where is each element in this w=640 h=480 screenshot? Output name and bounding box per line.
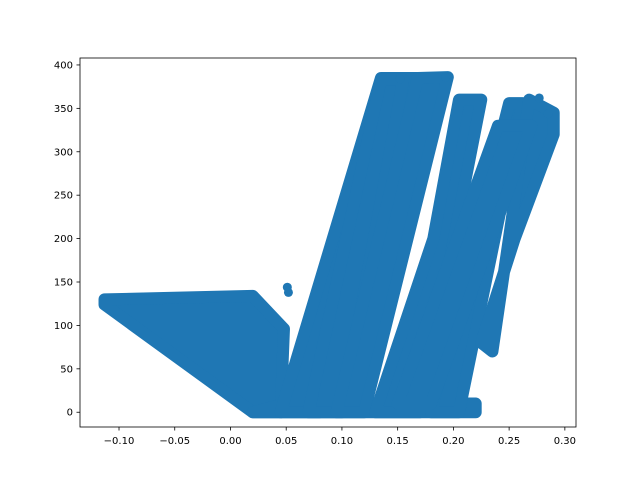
plot-area — [98, 71, 560, 419]
x-tick-label: −0.05 — [159, 436, 190, 447]
x-tick-label: 0.15 — [387, 436, 409, 447]
x-tick-label: 0.20 — [442, 436, 464, 447]
axes-frame — [79, 57, 577, 428]
scatter-point — [534, 93, 544, 103]
scatter-point-cluster — [475, 93, 560, 358]
y-tick-label: 150 — [54, 278, 73, 289]
x-axis: −0.10 −0.05 0.00 0.05 0.10 0.15 0.20 0.25 0.30 — [104, 427, 576, 447]
y-tick-label: 300 — [54, 147, 73, 158]
y-tick-label: 50 — [60, 364, 73, 375]
x-tick-label: 0.10 — [331, 436, 353, 447]
y-tick-label: 100 — [54, 321, 73, 332]
y-tick-label: 0 — [67, 408, 73, 419]
scatter-point-cluster — [369, 93, 488, 419]
x-tick-label: 0.00 — [219, 436, 241, 447]
y-tick-label: 250 — [54, 191, 73, 202]
scatter-point — [395, 74, 405, 84]
y-axis: 0 50 100 150 200 250 300 350 400 — [54, 60, 80, 419]
y-tick-label: 350 — [54, 104, 73, 115]
x-tick-label: −0.10 — [104, 436, 135, 447]
x-tick-label: 0.25 — [498, 436, 520, 447]
x-tick-label: 0.30 — [554, 436, 576, 447]
scatter-point-cluster — [391, 119, 538, 410]
y-tick-label: 400 — [54, 60, 73, 71]
y-tick-label: 200 — [54, 234, 73, 245]
x-tick-label: 0.05 — [275, 436, 297, 447]
scatter-point — [441, 72, 451, 82]
scatter-point — [283, 287, 293, 297]
scatter-point — [543, 109, 553, 119]
